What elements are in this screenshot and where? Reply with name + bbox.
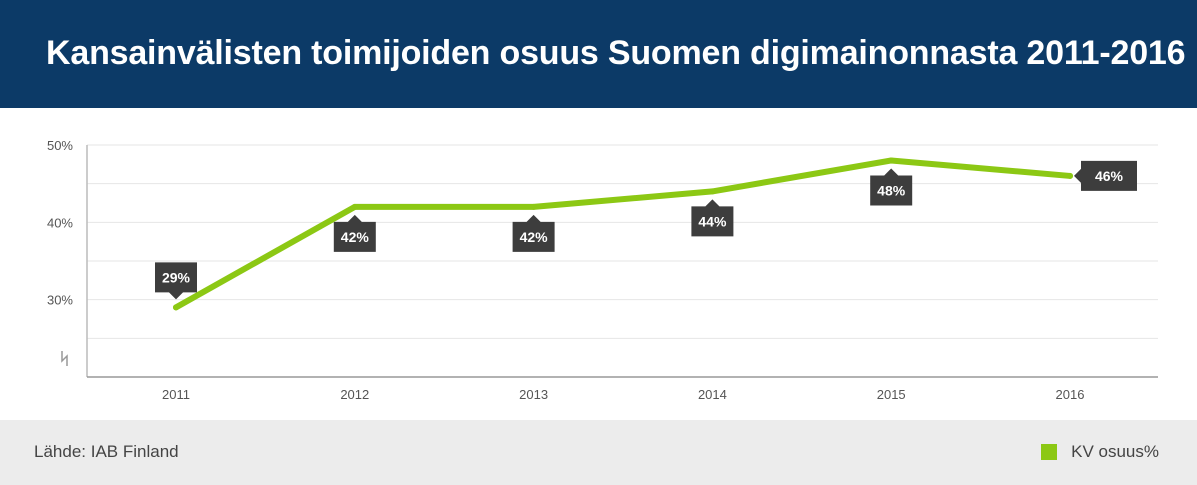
chart-area: 50% 40% 30% 2011 2012 2013 2014 2015 2016 29% 42% 4… — [0, 108, 1197, 420]
y-tick-label: 50% — [47, 138, 73, 153]
source-text: Lähde: IAB Finland — [34, 442, 179, 461]
x-tick-label: 2011 — [162, 387, 190, 402]
data-label-text: 42% — [520, 229, 549, 245]
data-label: 29% — [155, 262, 197, 300]
data-label-text: 46% — [1095, 168, 1124, 184]
data-point — [709, 188, 716, 195]
data-label: 46% — [1074, 160, 1137, 191]
data-label-box — [512, 214, 555, 252]
x-tick-label: 2013 — [519, 387, 548, 402]
data-label-text: 48% — [877, 182, 906, 198]
data-point — [888, 157, 895, 164]
data-point — [351, 203, 358, 210]
chart-title: Kansainvälisten toimijoiden osuus Suomen… — [46, 34, 1186, 72]
series-line — [173, 157, 1073, 311]
legend: KV osuus% — [1041, 442, 1159, 462]
data-label: 48% — [870, 168, 913, 206]
data-label-text: 42% — [341, 229, 370, 245]
legend-swatch — [1041, 444, 1058, 460]
axis-break-mark — [61, 351, 68, 366]
data-point — [173, 304, 179, 311]
line-chart: 50% 40% 30% 2011 2012 2013 2014 2015 2016 29% 42% 4… — [47, 138, 1158, 402]
data-label-box — [870, 168, 913, 206]
chart-footer: Lähde: IAB Finland KV osuus% — [0, 420, 1197, 485]
data-point — [530, 203, 537, 210]
data-label-box — [155, 262, 197, 300]
data-label-text: 44% — [698, 213, 727, 229]
x-tick-label: 2016 — [1056, 387, 1085, 402]
y-tick-label: 40% — [47, 215, 73, 230]
data-label-box — [691, 199, 734, 237]
data-label-box — [333, 214, 376, 252]
data-point — [1067, 172, 1073, 179]
data-label: 44% — [691, 199, 734, 237]
legend-label: KV osuus% — [1071, 442, 1159, 461]
data-label-box — [1074, 160, 1137, 191]
x-tick-label: 2012 — [340, 387, 369, 402]
chart-header: Kansainvälisten toimijoiden osuus Suomen… — [0, 0, 1197, 108]
data-label: 42% — [512, 214, 555, 252]
x-tick-label: 2014 — [698, 387, 727, 402]
y-tick-label: 30% — [47, 293, 73, 308]
x-tick-label: 2015 — [877, 387, 906, 402]
data-label: 42% — [333, 214, 376, 252]
data-label-text: 29% — [162, 269, 191, 285]
